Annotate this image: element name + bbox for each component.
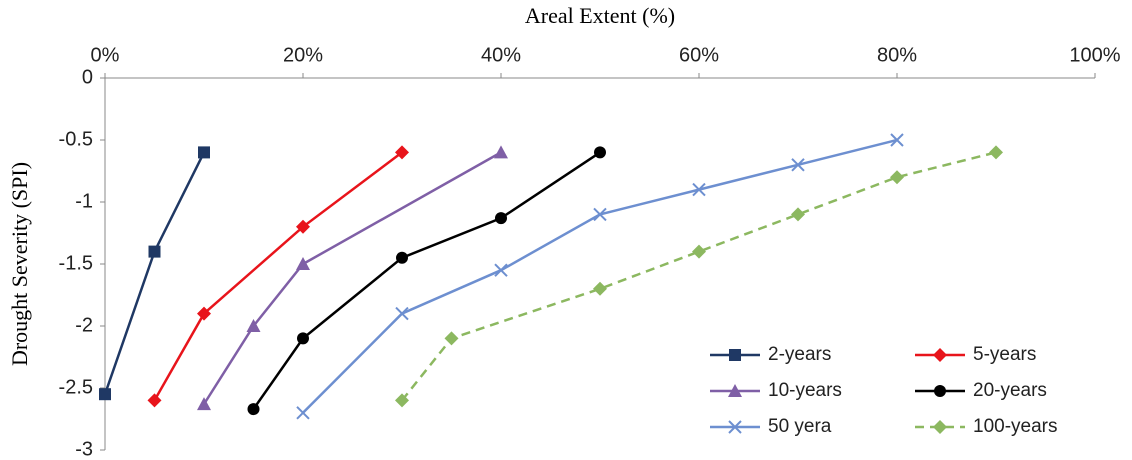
marker bbox=[728, 384, 742, 397]
y-tick-label: -1 bbox=[75, 190, 93, 212]
y-tick-label: -3 bbox=[75, 438, 93, 460]
marker bbox=[594, 146, 606, 159]
marker bbox=[728, 420, 742, 434]
y-tick-label: -0.5 bbox=[59, 128, 93, 150]
x-tick-label: 60% bbox=[679, 44, 719, 66]
marker bbox=[791, 207, 805, 222]
x-tick-label: 40% bbox=[481, 44, 521, 66]
marker bbox=[148, 245, 161, 258]
marker bbox=[989, 145, 1003, 160]
marker bbox=[729, 349, 741, 361]
y-axis-title: Drought Severity (SPI) bbox=[7, 162, 32, 366]
marker bbox=[692, 182, 706, 197]
y-tick-label: -2.5 bbox=[59, 376, 93, 398]
y-tick-label: -1.5 bbox=[59, 252, 93, 274]
marker bbox=[297, 332, 309, 345]
marker bbox=[933, 420, 947, 434]
legend-label: 50 yera bbox=[768, 416, 832, 437]
marker bbox=[692, 244, 706, 259]
marker bbox=[246, 319, 261, 332]
marker bbox=[890, 170, 904, 185]
series-line bbox=[202, 151, 502, 405]
marker bbox=[197, 306, 211, 321]
y-tick-label: -2 bbox=[75, 314, 93, 336]
legend-label: 100-years bbox=[973, 416, 1058, 437]
marker bbox=[494, 145, 508, 159]
legend-label: 20-years bbox=[973, 380, 1047, 401]
marker bbox=[444, 331, 459, 346]
marker bbox=[495, 212, 507, 225]
marker bbox=[395, 393, 409, 408]
marker bbox=[147, 393, 162, 408]
series-line bbox=[302, 138, 898, 414]
x-tick-label: 80% bbox=[877, 44, 917, 66]
marker bbox=[890, 133, 904, 147]
y-tick-label: 0 bbox=[82, 66, 93, 88]
marker bbox=[494, 263, 508, 277]
marker bbox=[296, 406, 310, 420]
x-tick-label: 0% bbox=[91, 44, 120, 66]
marker bbox=[593, 281, 607, 296]
marker bbox=[197, 397, 211, 411]
marker bbox=[99, 388, 111, 401]
marker bbox=[296, 219, 310, 234]
series-line bbox=[153, 151, 403, 402]
marker bbox=[933, 348, 947, 362]
x-tick-label: 100% bbox=[1069, 44, 1120, 66]
marker bbox=[396, 251, 408, 264]
marker bbox=[593, 207, 607, 222]
marker bbox=[395, 306, 409, 321]
legend-label: 2-years bbox=[768, 344, 831, 365]
legend-label: 10-years bbox=[768, 380, 842, 401]
marker bbox=[934, 385, 946, 397]
marker bbox=[395, 145, 409, 160]
series-line bbox=[103, 151, 206, 395]
marker bbox=[296, 257, 310, 270]
marker bbox=[198, 146, 210, 159]
x-axis-title: Areal Extent (%) bbox=[525, 3, 675, 28]
marker bbox=[791, 158, 805, 172]
legend-label: 5-years bbox=[973, 344, 1036, 365]
x-tick-label: 20% bbox=[283, 44, 323, 66]
marker bbox=[247, 403, 260, 416]
